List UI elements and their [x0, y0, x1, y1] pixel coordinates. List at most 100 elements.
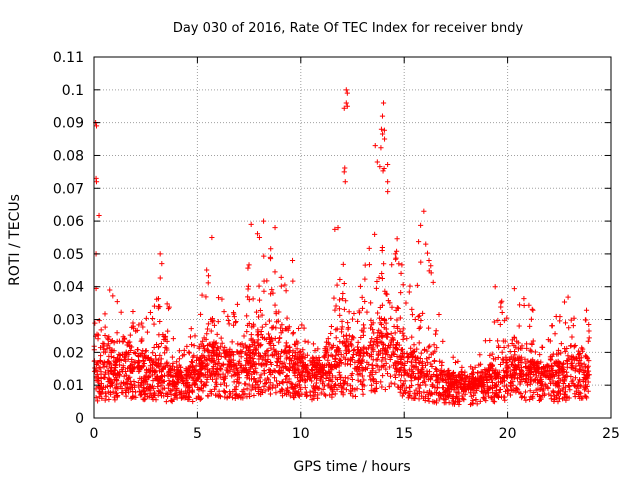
data-point	[262, 377, 268, 383]
data-point	[185, 393, 192, 399]
data-point	[539, 344, 546, 350]
data-point	[355, 377, 361, 383]
data-point	[482, 366, 488, 373]
data-point	[521, 394, 528, 400]
data-point	[155, 296, 162, 302]
data-point	[585, 338, 591, 344]
data-point	[516, 323, 522, 329]
data-point	[380, 100, 387, 106]
data-point	[412, 316, 418, 323]
data-point	[396, 261, 402, 267]
data-point	[535, 364, 541, 371]
data-point	[304, 369, 311, 375]
data-point	[108, 354, 114, 360]
data-point	[322, 355, 328, 361]
data-point	[329, 394, 335, 400]
data-point	[449, 385, 455, 391]
data-point	[111, 394, 117, 400]
data-point	[540, 372, 546, 378]
data-point	[166, 304, 172, 310]
data-point	[218, 344, 224, 350]
data-point	[200, 353, 206, 359]
data-point	[341, 280, 347, 287]
data-point	[536, 397, 542, 404]
data-point	[241, 333, 247, 339]
data-point	[286, 349, 292, 355]
data-point	[382, 386, 388, 393]
data-point	[229, 339, 235, 345]
data-point	[330, 353, 336, 359]
data-point	[269, 325, 275, 331]
data-point	[181, 391, 187, 397]
data-point	[267, 254, 273, 261]
data-point	[349, 316, 356, 322]
data-point	[534, 380, 541, 386]
data-point	[472, 364, 478, 370]
data-point	[255, 331, 261, 337]
data-point	[279, 361, 285, 367]
data-point	[439, 362, 445, 369]
data-point	[337, 276, 343, 283]
data-point	[150, 350, 156, 356]
data-point	[271, 353, 277, 359]
data-point	[219, 296, 225, 302]
data-point	[428, 390, 434, 397]
data-point	[423, 382, 429, 388]
data-point	[437, 396, 443, 402]
data-point	[223, 354, 229, 360]
data-point	[414, 282, 420, 289]
data-point	[528, 366, 534, 372]
data-point	[571, 344, 577, 350]
data-point	[308, 366, 315, 373]
data-point	[261, 383, 267, 390]
data-point	[164, 359, 170, 365]
data-point	[198, 379, 204, 385]
data-point	[311, 392, 317, 398]
data-point	[257, 379, 264, 385]
data-point	[104, 363, 110, 369]
data-point	[397, 328, 403, 334]
data-point	[331, 383, 338, 389]
data-point	[221, 388, 228, 395]
data-point	[221, 375, 228, 381]
data-point	[158, 383, 164, 389]
data-point	[419, 393, 425, 399]
data-point	[430, 382, 436, 388]
data-point	[489, 379, 496, 386]
data-point	[214, 331, 220, 338]
data-point	[335, 225, 341, 231]
data-point	[107, 287, 113, 293]
data-point	[188, 326, 194, 332]
data-point	[359, 386, 365, 393]
data-point	[414, 390, 421, 397]
data-point	[261, 288, 267, 294]
data-point	[571, 357, 577, 363]
data-point	[301, 325, 307, 331]
data-point	[459, 364, 465, 370]
data-point	[424, 348, 430, 354]
data-point	[218, 335, 224, 341]
data-point	[280, 328, 286, 334]
x-tick-label: 25	[602, 426, 620, 442]
data-point	[467, 390, 473, 396]
data-point	[550, 388, 556, 394]
data-point	[582, 376, 588, 382]
data-point	[549, 323, 555, 329]
data-point	[559, 396, 566, 402]
data-point	[332, 356, 338, 362]
data-point	[579, 395, 585, 401]
data-point	[290, 385, 296, 391]
data-point	[284, 315, 290, 321]
data-point	[379, 275, 385, 282]
data-point	[123, 393, 129, 399]
data-point	[480, 370, 486, 376]
data-point	[404, 358, 411, 364]
data-point	[561, 380, 567, 387]
data-point	[372, 143, 378, 149]
data-point	[405, 390, 411, 396]
data-point	[305, 374, 311, 380]
x-tick-label: 0	[90, 426, 99, 442]
data-point	[250, 296, 256, 302]
data-point	[342, 179, 348, 185]
data-point	[453, 376, 459, 383]
